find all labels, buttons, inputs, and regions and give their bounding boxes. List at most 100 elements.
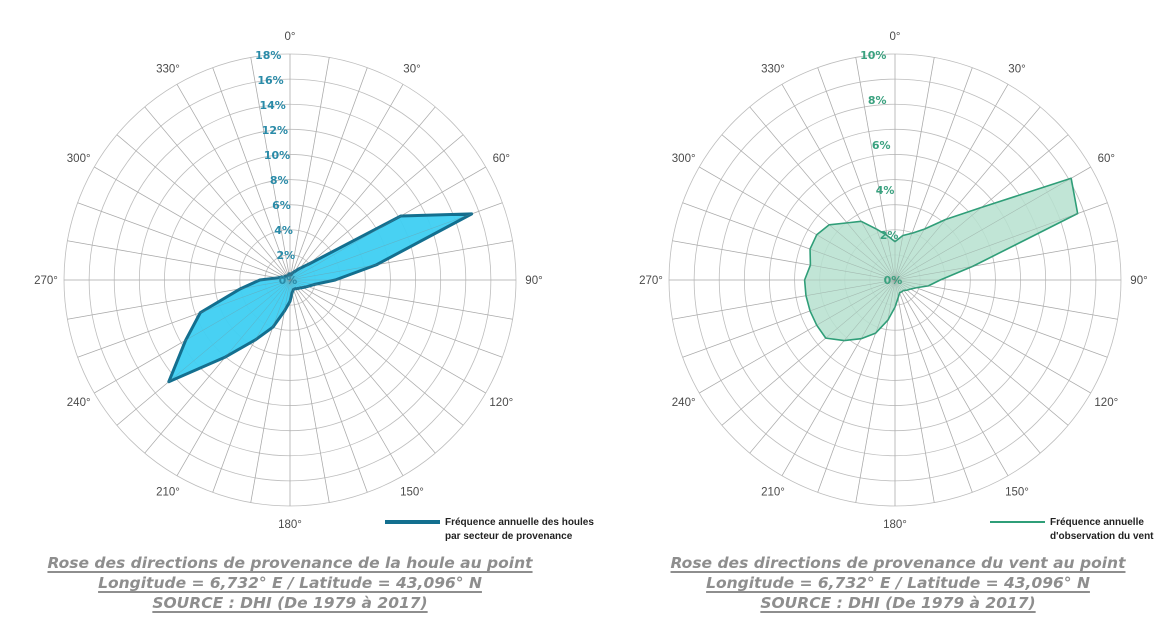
- wave-grid-spoke: [289, 279, 330, 503]
- wave-grid-spoke-overlay: [250, 279, 291, 503]
- wave-grid-spoke-overlay: [289, 279, 503, 358]
- wind-grid-spoke-overlay: [894, 279, 1069, 426]
- wave-grid-spoke-overlay: [212, 67, 291, 281]
- wind-grid-spoke-overlay: [894, 202, 1108, 281]
- wave-grid-spoke: [250, 279, 291, 503]
- wave-grid-spoke-overlay: [176, 279, 291, 476]
- wind-legend-line-2: d'observation du vent: [1050, 531, 1154, 542]
- wave-angle-label: 30°: [403, 64, 420, 76]
- wave-angle-label: 330°: [156, 64, 180, 76]
- wave-grid-spoke-overlay: [289, 67, 368, 281]
- wave-grid-spoke: [212, 67, 291, 281]
- wave-grid-spoke-overlay: [144, 106, 291, 281]
- wind-rose-chart: 0° 30° 60° 90° 120° 150° 180° 210° 240° 270° 300° 3…: [639, 31, 1154, 542]
- wave-grid-spoke: [289, 134, 464, 281]
- wave-rose-chart: 0° 30° 60° 90° 120° 150° 180° 210° 240° 270° 300° 3…: [34, 31, 594, 542]
- wave-radial-tick-label: 18%: [255, 49, 281, 62]
- wind-grid-spoke: [894, 279, 1069, 426]
- wind-grid-spoke: [894, 279, 1009, 476]
- wind-grid-spoke-overlay: [721, 279, 896, 426]
- wave-grid-spoke: [289, 279, 486, 394]
- wind-angle-label: 330°: [761, 64, 785, 76]
- wind-grid-spoke-overlay: [781, 279, 896, 476]
- wave-grid-spoke-overlay: [94, 166, 291, 281]
- wave-grid-spoke-overlay: [77, 279, 291, 358]
- wave-grid-spoke-overlay: [289, 279, 436, 454]
- wave-grid-spoke: [289, 279, 464, 426]
- wave-radial-tick-label: 6%: [272, 199, 291, 212]
- wind-caption-line-1: Rose des directions de provenance du ven…: [670, 554, 1126, 572]
- wave-grid-spoke-overlay: [289, 279, 464, 426]
- wave-grid-spoke-overlay: [289, 106, 436, 281]
- wave-grid-spoke-overlay: [116, 134, 291, 281]
- wave-grid-spoke: [250, 57, 291, 281]
- wave-frequency-area: [167, 212, 474, 384]
- wave-radial-tick-label: 2%: [276, 249, 295, 262]
- wind-grid-spoke-overlay: [894, 84, 1009, 281]
- wind-grid-spoke-overlay: [682, 202, 896, 281]
- wave-grid-spoke: [289, 279, 513, 320]
- wave-grid-spoke-overlay: [144, 279, 291, 454]
- wave-grid-spoke-overlay: [176, 84, 291, 281]
- wind-legend: Fréquence annuelle d'observation du vent: [990, 517, 1154, 542]
- wind-angle-label: 30°: [1008, 64, 1025, 76]
- wave-angle-label: 0°: [285, 31, 296, 43]
- wind-angle-label: 90°: [1130, 275, 1147, 287]
- wave-radial-tick-label: 8%: [270, 174, 289, 187]
- wave-grid-spoke: [289, 279, 368, 493]
- wind-grid-spoke-overlay: [894, 279, 1041, 454]
- wind-grid-spoke-overlay: [894, 279, 1108, 358]
- wind-grid-spoke-overlay: [781, 84, 896, 281]
- wave-caption-line-2: Longitude = 6,732° E / Latitude = 43,096…: [98, 574, 482, 592]
- wave-grid-spoke-overlay: [289, 279, 404, 476]
- wave-radial-tick-label: 4%: [274, 224, 293, 237]
- wind-grid-spoke: [894, 279, 1118, 320]
- wave-legend: Fréquence annuelle des houles par secteur…: [385, 517, 594, 542]
- wave-grid-spoke-overlay: [289, 84, 404, 281]
- wind-grid-spoke-overlay: [817, 67, 896, 281]
- wind-grid-spoke-overlay: [672, 240, 896, 281]
- wind-grid-spoke-overlay: [894, 57, 935, 281]
- wind-angle-label: 150°: [1005, 486, 1029, 498]
- wave-angle-label: 270°: [34, 275, 58, 287]
- wind-grid-spoke: [894, 279, 973, 493]
- wind-grid-spoke-overlay: [855, 279, 896, 503]
- wind-grid-spoke-overlay: [721, 134, 896, 281]
- wind-grid-spoke-overlay: [894, 279, 1118, 320]
- wind-grid-spoke: [894, 279, 1041, 454]
- wind-grid-spoke-overlay: [672, 279, 896, 320]
- wave-grid-spoke-overlay: [289, 279, 513, 320]
- wave-grid-overlay: [64, 54, 516, 506]
- wave-angle-label: 90°: [525, 275, 542, 287]
- wind-grid-spoke-overlay: [894, 240, 1118, 281]
- wind-angle-label: 240°: [672, 397, 696, 409]
- wave-angle-label: 120°: [489, 397, 513, 409]
- wind-radial-tick-label: 10%: [860, 49, 886, 62]
- wind-angle-label: 60°: [1098, 153, 1115, 165]
- wind-grid-spoke-overlay: [699, 279, 896, 394]
- wave-grid-spoke: [289, 279, 404, 476]
- wave-grid-spoke: [289, 57, 330, 281]
- wind-legend-line-1: Fréquence annuelle: [1050, 517, 1144, 528]
- wind-grid-spoke-overlay: [894, 166, 1091, 281]
- wave-grid-spoke-overlay: [289, 279, 368, 493]
- wind-radial-tick-label: 2%: [880, 229, 899, 242]
- wind-grid-spoke: [894, 279, 1091, 394]
- wave-angle-label: 240°: [67, 397, 91, 409]
- wind-angle-label: 120°: [1094, 397, 1118, 409]
- wind-grid-spoke-overlay: [894, 279, 1009, 476]
- wind-radial-tick-label: 6%: [872, 139, 891, 152]
- wave-radial-tick-label: 0%: [279, 274, 298, 287]
- wind-radial-tick-label: 0%: [884, 274, 903, 287]
- wave-grid-spoke-overlay: [289, 134, 464, 281]
- wind-radial-tick-label: 4%: [876, 184, 895, 197]
- wave-rose-caption: Rose des directions de provenance de la …: [10, 553, 570, 613]
- wave-grid-spoke-overlay: [289, 57, 330, 281]
- wave-radial-tick-label: 14%: [260, 99, 286, 112]
- wind-grid-spoke-overlay: [749, 106, 896, 281]
- wind-angle-label: 300°: [672, 153, 696, 165]
- wave-radial-tick-label: 10%: [264, 149, 290, 162]
- wind-grid-spoke-overlay: [749, 279, 896, 454]
- wind-grid-spoke-overlay: [894, 67, 973, 281]
- wave-grid-spoke-overlay: [289, 166, 486, 281]
